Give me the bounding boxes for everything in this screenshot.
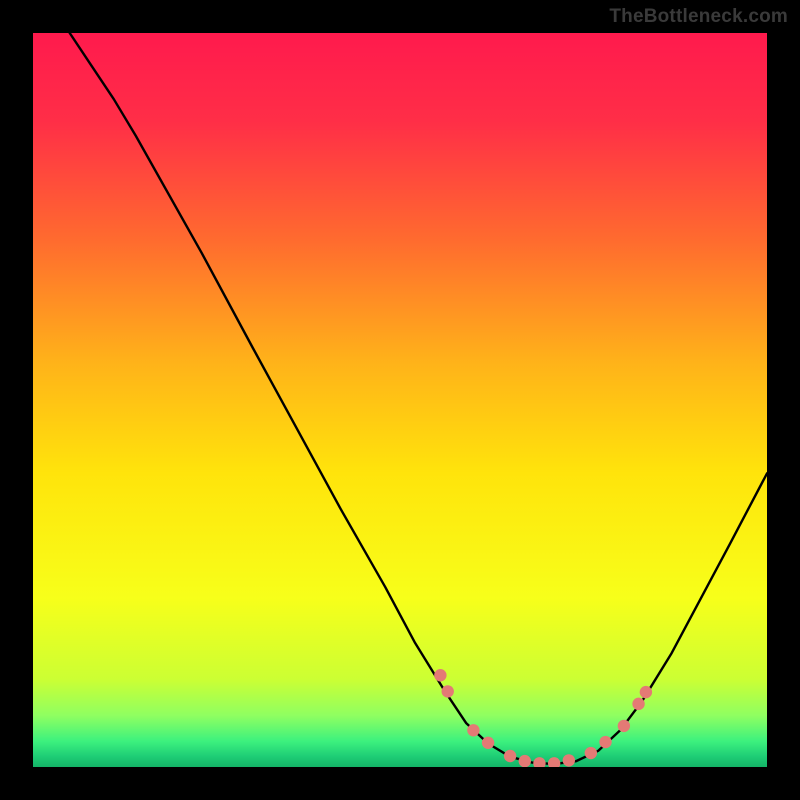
gradient-rect [33,33,767,767]
plot-area [33,33,767,767]
chart-background-gradient [33,33,767,767]
watermark-text: TheBottleneck.com [609,6,788,28]
chart-stage: TheBottleneck.com [0,0,800,800]
